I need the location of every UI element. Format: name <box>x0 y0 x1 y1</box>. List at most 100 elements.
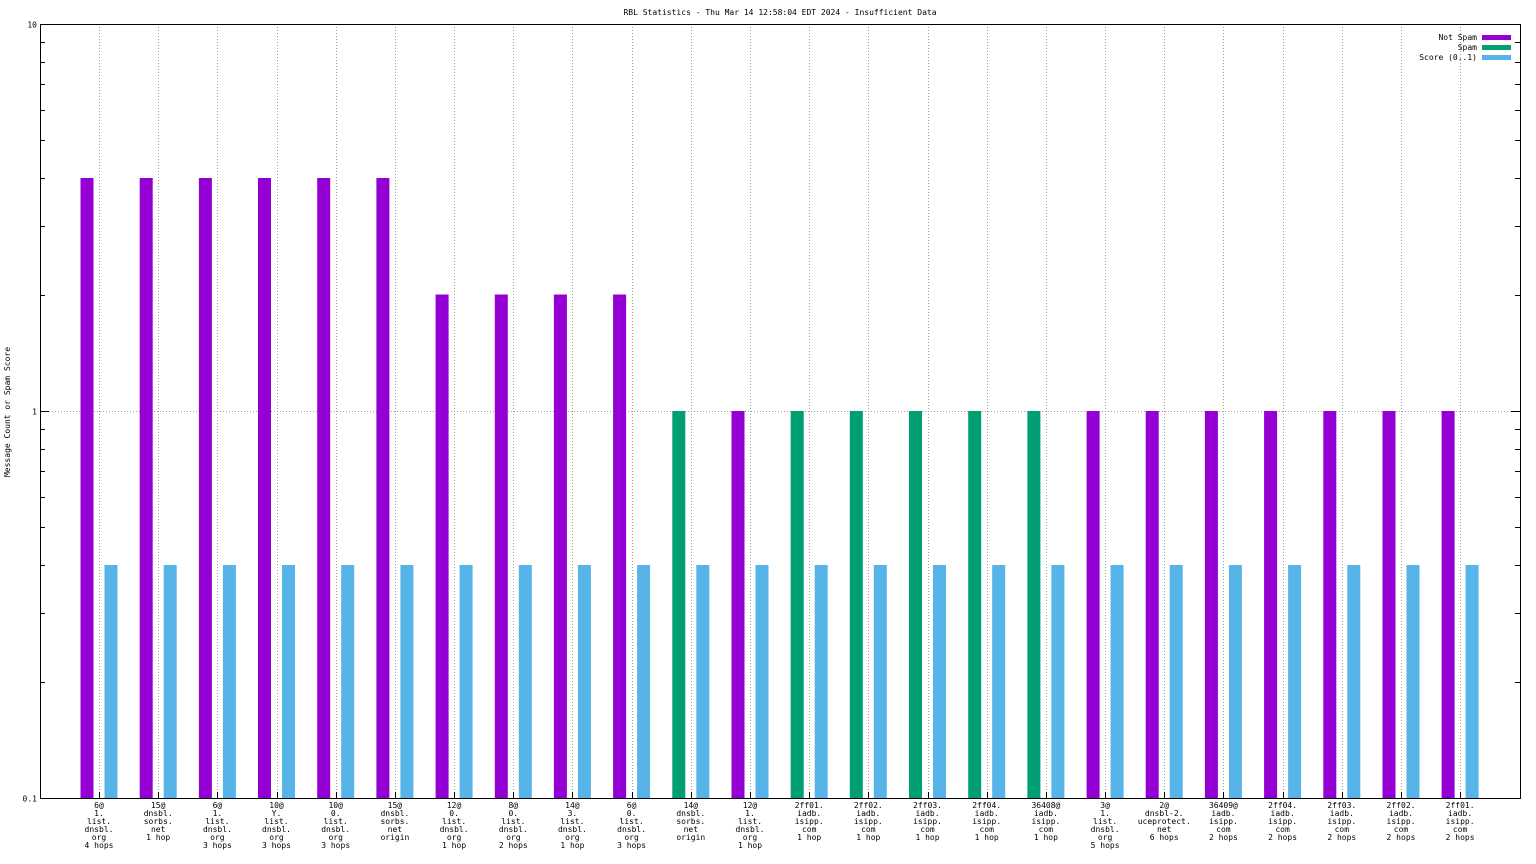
bar-score-0-1 <box>637 565 651 798</box>
legend-label: Score (0..1) <box>1419 53 1477 62</box>
x-tick-label: 1 hop <box>856 833 880 842</box>
y-axis-ticks: 0.1 1 10 <box>23 21 1520 804</box>
legend-swatch <box>1482 55 1511 60</box>
x-tick-label: com <box>1453 825 1468 834</box>
x-tick-label: iadb. <box>1211 809 1235 818</box>
x-tick-label: isipp. <box>913 817 942 826</box>
x-tick-label: 2ff04. <box>972 801 1001 810</box>
x-tick-label: list. <box>1093 817 1117 826</box>
bar-not-spam <box>613 294 627 798</box>
x-tick-label: isipp. <box>1446 817 1475 826</box>
x-tick-label: isipp. <box>1387 817 1416 826</box>
x-tick-label: 1. <box>745 809 755 818</box>
bar-not-spam <box>317 178 331 798</box>
x-tick-label: 1 hop <box>915 833 939 842</box>
bar-score-0-1 <box>1347 565 1361 798</box>
x-tick-label: 6@ <box>213 801 223 810</box>
x-tick-label: list. <box>324 817 348 826</box>
x-tick-label: 1 hop <box>442 841 466 850</box>
x-tick-label: net <box>388 825 403 834</box>
x-tick-label: 15@ <box>151 801 166 810</box>
x-tick-label: isipp. <box>1209 817 1238 826</box>
x-tick-label: 12@ <box>743 801 758 810</box>
bar-spam <box>968 411 982 798</box>
x-tick-label: isipp. <box>1031 817 1060 826</box>
x-tick-label: com <box>861 825 876 834</box>
x-tick-label: 2 hops <box>1446 833 1475 842</box>
x-tick-label: 6@ <box>627 801 637 810</box>
x-tick-label: org <box>1098 833 1113 842</box>
x-tick-label: iadb. <box>856 809 880 818</box>
bar-not-spam <box>1086 411 1100 798</box>
x-tick-label: com <box>920 825 935 834</box>
x-tick-label: 2ff02. <box>854 801 883 810</box>
x-tick-label: isipp. <box>795 817 824 826</box>
x-tick-label: dnsbl. <box>144 809 173 818</box>
x-tick-label: 1 hop <box>560 841 584 850</box>
bar-not-spam <box>435 294 449 798</box>
legend-label: Spam <box>1458 43 1477 52</box>
x-tick-label: 3 hops <box>321 841 350 850</box>
x-tick-label: 1. <box>94 809 104 818</box>
x-tick-label: origin <box>676 833 705 842</box>
x-tick-label: 3@ <box>1100 801 1110 810</box>
x-tick-label: org <box>92 833 107 842</box>
x-tick-label: 2ff04. <box>1268 801 1297 810</box>
x-tick-label: 1 hop <box>797 833 821 842</box>
bar-not-spam <box>1382 411 1396 798</box>
x-tick-label: org <box>565 833 580 842</box>
x-tick-label: dnsbl. <box>440 825 469 834</box>
bar-score-0-1 <box>577 565 591 798</box>
x-tick-label: list. <box>205 817 229 826</box>
x-tick-label: 1 hop <box>738 841 762 850</box>
x-tick-label: 1 hop <box>1034 833 1058 842</box>
x-tick-label: dnsbl. <box>321 825 350 834</box>
x-tick-label: 2ff03. <box>1327 801 1356 810</box>
x-tick-label: 10@ <box>269 801 284 810</box>
x-tick-label: Y. <box>272 809 282 818</box>
x-tick-label: 1. <box>213 809 223 818</box>
x-tick-label: isipp. <box>972 817 1001 826</box>
x-tick-label: iadb. <box>1330 809 1354 818</box>
bar-score-0-1 <box>163 565 177 798</box>
bar-score-0-1 <box>400 565 414 798</box>
x-tick-label: 3 hops <box>203 841 232 850</box>
x-tick-label: net <box>151 825 166 834</box>
x-tick-label: dnsbl. <box>499 825 528 834</box>
y-tick-label: 0.1 <box>23 795 38 804</box>
bar-score-0-1 <box>1228 565 1242 798</box>
x-tick-label: 2ff03. <box>913 801 942 810</box>
x-tick-label: iadb. <box>797 809 821 818</box>
x-tick-label: sorbs. <box>676 817 705 826</box>
bar-not-spam <box>376 178 390 798</box>
x-tick-label: org <box>506 833 521 842</box>
bar-score-0-1 <box>341 565 355 798</box>
x-tick-label: org <box>269 833 284 842</box>
bar-score-0-1 <box>1051 565 1065 798</box>
bar-score-0-1 <box>873 565 887 798</box>
x-tick-label: 0. <box>627 809 637 818</box>
x-tick-label: 2 hops <box>499 841 528 850</box>
x-tick-label: 14@ <box>565 801 580 810</box>
x-tick-label: org <box>210 833 225 842</box>
x-tick-label: 3. <box>568 809 578 818</box>
legend-swatch <box>1482 35 1511 40</box>
bar-score-0-1 <box>992 565 1006 798</box>
bar-score-0-1 <box>696 565 710 798</box>
bar-score-0-1 <box>814 565 828 798</box>
bar-not-spam <box>494 294 508 798</box>
x-tick-label: list. <box>501 817 525 826</box>
chart-title: RBL Statistics - Thu Mar 14 12:58:04 EDT… <box>623 8 936 17</box>
x-tick-label: com <box>1394 825 1409 834</box>
bar-score-0-1 <box>755 565 769 798</box>
x-tick-label: iadb. <box>1034 809 1058 818</box>
bar-not-spam <box>1441 411 1455 798</box>
y-axis-label: Message Count or Spam Score <box>3 347 12 477</box>
x-tick-label: dnsbl. <box>558 825 587 834</box>
x-tick-label: isipp. <box>854 817 883 826</box>
bar-not-spam <box>1264 411 1278 798</box>
x-tick-label: 2 hops <box>1209 833 1238 842</box>
x-tick-label: 8@ <box>508 801 518 810</box>
